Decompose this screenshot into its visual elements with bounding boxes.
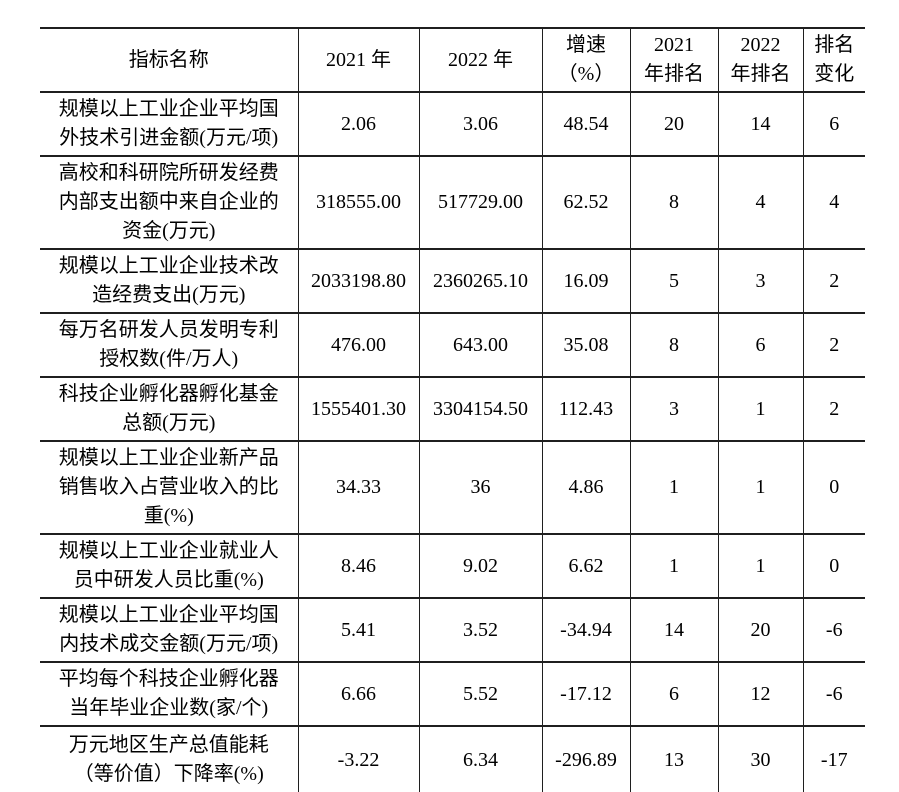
cell-2022-rank: 14 (717, 91, 804, 157)
cell-rank-change: 2 (802, 248, 865, 314)
indicator-ranking-table: 指标名称 2021 年 2022 年 增速 （%） 2021 年排名 2022 … (40, 27, 865, 792)
cell-rank-change: -6 (802, 661, 865, 727)
cell-rank-change: -6 (802, 597, 865, 663)
header-growth-rate: 增速 （%） (541, 27, 631, 93)
header-2021-rank: 2021 年排名 (629, 27, 719, 93)
cell-rank-change: -17 (802, 725, 865, 792)
cell-indicator-name: 高校和科研院所研发经费 内部支出额中来自企业的 资金(万元) (40, 155, 299, 250)
cell-rank-change: 6 (802, 91, 865, 157)
cell-2021-value: 6.66 (297, 661, 420, 727)
table-row: 平均每个科技企业孵化器 当年毕业企业数(家/个) 6.66 5.52 -17.1… (40, 661, 865, 727)
cell-indicator-name: 规模以上工业企业新产品 销售收入占营业收入的比 重(%) (40, 440, 299, 535)
cell-2022-value: 517729.00 (418, 155, 543, 250)
cell-2022-value: 36 (418, 440, 543, 535)
table-row: 规模以上工业企业平均国 内技术成交金额(万元/项) 5.41 3.52 -34.… (40, 597, 865, 663)
header-rank-change: 排名 变化 (802, 27, 865, 93)
cell-growth-rate: 35.08 (541, 312, 631, 378)
cell-2021-rank: 8 (629, 155, 719, 250)
cell-2021-value: 8.46 (297, 533, 420, 599)
cell-2021-rank: 6 (629, 661, 719, 727)
cell-2022-rank: 6 (717, 312, 804, 378)
table-row: 每万名研发人员发明专利 授权数(件/万人) 476.00 643.00 35.0… (40, 312, 865, 378)
table-row: 高校和科研院所研发经费 内部支出额中来自企业的 资金(万元) 318555.00… (40, 155, 865, 250)
table-row: 规模以上工业企业就业人 员中研发人员比重(%) 8.46 9.02 6.62 1… (40, 533, 865, 599)
cell-2022-value: 5.52 (418, 661, 543, 727)
cell-indicator-name: 规模以上工业企业就业人 员中研发人员比重(%) (40, 533, 299, 599)
cell-indicator-name: 平均每个科技企业孵化器 当年毕业企业数(家/个) (40, 661, 299, 727)
cell-2022-value: 3.52 (418, 597, 543, 663)
cell-indicator-name: 规模以上工业企业平均国 内技术成交金额(万元/项) (40, 597, 299, 663)
cell-2021-value: 5.41 (297, 597, 420, 663)
cell-2021-rank: 13 (629, 725, 719, 792)
cell-2021-rank: 3 (629, 376, 719, 442)
cell-2022-rank: 3 (717, 248, 804, 314)
cell-growth-rate: 62.52 (541, 155, 631, 250)
cell-2022-value: 6.34 (418, 725, 543, 792)
header-2022-value: 2022 年 (418, 27, 543, 93)
cell-growth-rate: 112.43 (541, 376, 631, 442)
cell-2021-rank: 1 (629, 440, 719, 535)
cell-2022-value: 3.06 (418, 91, 543, 157)
cell-indicator-name: 万元地区生产总值能耗 （等价值）下降率(%) (40, 725, 299, 792)
cell-2022-rank: 1 (717, 533, 804, 599)
header-2022-rank: 2022 年排名 (717, 27, 804, 93)
cell-indicator-name: 规模以上工业企业平均国 外技术引进金额(万元/项) (40, 91, 299, 157)
cell-growth-rate: -17.12 (541, 661, 631, 727)
cell-growth-rate: -34.94 (541, 597, 631, 663)
cell-2021-value: 2033198.80 (297, 248, 420, 314)
cell-2021-rank: 14 (629, 597, 719, 663)
cell-growth-rate: -296.89 (541, 725, 631, 792)
cell-2021-value: 1555401.30 (297, 376, 420, 442)
cell-2021-rank: 20 (629, 91, 719, 157)
cell-2021-rank: 5 (629, 248, 719, 314)
cell-rank-change: 2 (802, 376, 865, 442)
cell-rank-change: 2 (802, 312, 865, 378)
cell-2021-rank: 8 (629, 312, 719, 378)
cell-2021-value: 2.06 (297, 91, 420, 157)
cell-2022-value: 643.00 (418, 312, 543, 378)
cell-2022-rank: 20 (717, 597, 804, 663)
cell-2021-value: 34.33 (297, 440, 420, 535)
cell-2022-rank: 1 (717, 440, 804, 535)
table-row: 规模以上工业企业技术改 造经费支出(万元) 2033198.80 2360265… (40, 248, 865, 314)
cell-rank-change: 0 (802, 533, 865, 599)
cell-rank-change: 4 (802, 155, 865, 250)
header-indicator-name: 指标名称 (40, 27, 299, 93)
cell-growth-rate: 6.62 (541, 533, 631, 599)
table-header-row: 指标名称 2021 年 2022 年 增速 （%） 2021 年排名 2022 … (40, 27, 865, 93)
cell-indicator-name: 科技企业孵化器孵化基金 总额(万元) (40, 376, 299, 442)
table-row: 规模以上工业企业平均国 外技术引进金额(万元/项) 2.06 3.06 48.5… (40, 91, 865, 157)
cell-growth-rate: 4.86 (541, 440, 631, 535)
cell-growth-rate: 48.54 (541, 91, 631, 157)
cell-2022-rank: 12 (717, 661, 804, 727)
cell-2021-value: 476.00 (297, 312, 420, 378)
table-row: 规模以上工业企业新产品 销售收入占营业收入的比 重(%) 34.33 36 4.… (40, 440, 865, 535)
cell-rank-change: 0 (802, 440, 865, 535)
cell-2021-value: -3.22 (297, 725, 420, 792)
cell-2022-rank: 4 (717, 155, 804, 250)
cell-2022-value: 2360265.10 (418, 248, 543, 314)
cell-2022-value: 3304154.50 (418, 376, 543, 442)
cell-indicator-name: 规模以上工业企业技术改 造经费支出(万元) (40, 248, 299, 314)
cell-2021-rank: 1 (629, 533, 719, 599)
cell-2022-value: 9.02 (418, 533, 543, 599)
cell-indicator-name: 每万名研发人员发明专利 授权数(件/万人) (40, 312, 299, 378)
cell-2021-value: 318555.00 (297, 155, 420, 250)
cell-2022-rank: 30 (717, 725, 804, 792)
cell-growth-rate: 16.09 (541, 248, 631, 314)
cell-2022-rank: 1 (717, 376, 804, 442)
header-2021-value: 2021 年 (297, 27, 420, 93)
table-row: 万元地区生产总值能耗 （等价值）下降率(%) -3.22 6.34 -296.8… (40, 725, 865, 792)
table-row: 科技企业孵化器孵化基金 总额(万元) 1555401.30 3304154.50… (40, 376, 865, 442)
